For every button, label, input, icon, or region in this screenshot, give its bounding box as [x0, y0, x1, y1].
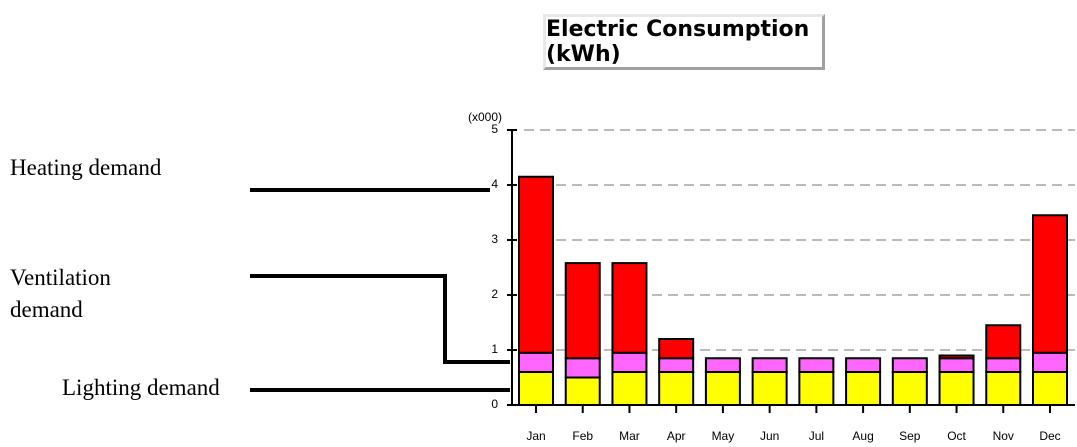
lighting-label: Lighting demand [62, 375, 220, 400]
x-tick-label: Aug [852, 429, 873, 443]
x-tick-label: Nov [993, 429, 1014, 443]
x-tick-label: Sep [899, 429, 921, 443]
bar-segment [611, 262, 648, 354]
bar-segment [704, 357, 741, 373]
bar-segment [938, 371, 975, 406]
bar-segment [751, 371, 788, 406]
bar-segment [564, 357, 601, 379]
bar-segment [518, 351, 554, 373]
x-tick-label: Apr [667, 429, 686, 443]
bar-segment [985, 357, 1022, 373]
bar-segment [891, 371, 928, 406]
y-tick-label: 5 [491, 122, 498, 136]
bar-segment [751, 357, 788, 373]
bar-segment [938, 357, 975, 373]
y-tick-label: 1 [491, 342, 498, 356]
y-tick-label: 4 [491, 177, 498, 191]
ventilation-label: Ventilation demand [10, 265, 111, 322]
bar-segment [798, 371, 835, 406]
heating-label: Heating demand [10, 155, 162, 180]
bar-segment [798, 357, 835, 373]
x-tick-label: Dec [1039, 429, 1060, 443]
bar-segment [704, 371, 741, 406]
bar-segment [611, 351, 648, 373]
x-tick-label: Feb [572, 429, 593, 443]
y-tick-label: 3 [491, 232, 498, 246]
bar-segment [891, 357, 928, 373]
bar-segment [518, 371, 554, 406]
bar-segment [985, 371, 1022, 406]
bar-segment [658, 357, 695, 373]
bar-segment [658, 338, 695, 360]
bar-segment [611, 371, 648, 406]
bar-segment [518, 175, 554, 354]
ventilation-pointer [250, 274, 510, 364]
bar-segment [845, 357, 882, 373]
y-unit-label: (x000) [468, 110, 502, 124]
chart-title: Electric Consumption (kWh) [543, 14, 825, 70]
x-tick-label: Mar [619, 429, 640, 443]
x-tick-label: Jun [760, 429, 779, 443]
x-tick-label: Jul [809, 429, 824, 443]
bar-segment [985, 324, 1022, 360]
bar-segment [658, 371, 695, 406]
y-tick-label: 0 [491, 397, 498, 411]
bar-segment [938, 354, 975, 360]
bar-segment [1032, 351, 1068, 373]
x-tick-label: May [712, 429, 735, 443]
x-tick-label: Jan [526, 429, 545, 443]
x-tick-label: Oct [947, 429, 966, 443]
bar-segment [1032, 371, 1068, 406]
bar-segment [845, 371, 882, 406]
y-tick-label: 2 [491, 287, 498, 301]
bar-segment [564, 376, 601, 406]
bar-segment [564, 262, 601, 360]
bar-segment [1032, 214, 1068, 354]
